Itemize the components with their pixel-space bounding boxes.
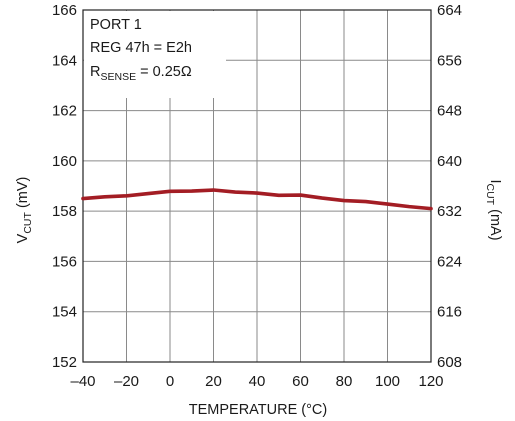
x-tick-label: 80 (336, 373, 353, 390)
x-tick-labels: –40 –20 0 20 40 60 80 100 120 (70, 373, 443, 390)
x-tick-label: –20 (114, 373, 139, 390)
x-tick-label: 60 (292, 373, 309, 390)
annotation-box: PORT 1 REG 47h = E2h RSENSE = 0.25Ω (84, 11, 226, 98)
y-right-tick-label: 608 (437, 354, 462, 371)
y-right-tick-label: 632 (437, 203, 462, 220)
annotation-background (84, 11, 226, 98)
y-left-tick-label: 156 (52, 253, 77, 270)
annotation-reg: REG 47h = E2h (90, 40, 192, 56)
y-right-tick-label: 664 (437, 2, 462, 19)
x-tick-label: –40 (70, 373, 95, 390)
annotation-rsense-main: R (90, 64, 100, 80)
y-left-tick-label: 158 (52, 203, 77, 220)
y-right-axis-title-sub: CUT (484, 184, 496, 206)
y-left-axis-title-sub: CUT (22, 212, 34, 234)
y-left-axis-title: VCUT (mV) (15, 177, 34, 244)
annotation-port: PORT 1 (90, 17, 142, 33)
y-right-axis-title-unit: (mA) (487, 205, 503, 240)
y-right-tick-label: 648 (437, 103, 462, 120)
annotation-rsense-rest: = 0.25Ω (136, 64, 192, 80)
y-right-tick-labels: 608 616 624 632 640 648 656 664 (437, 2, 462, 371)
y-left-axis-title-unit: (mV) (15, 177, 31, 212)
y-right-axis-title-main: I (487, 179, 503, 183)
y-right-tick-label: 640 (437, 153, 462, 170)
y-left-tick-label: 166 (52, 2, 77, 19)
y-left-tick-label: 152 (52, 354, 77, 371)
x-tick-label: 40 (249, 373, 266, 390)
y-left-tick-label: 154 (52, 304, 77, 321)
x-tick-label: 0 (166, 373, 174, 390)
y-left-tick-label: 160 (52, 153, 77, 170)
y-right-tick-label: 616 (437, 304, 462, 321)
y-left-tick-labels: 152 154 156 158 160 162 164 166 (52, 2, 77, 371)
y-right-axis-title: ICUT (mA) (484, 179, 503, 240)
y-right-tick-label: 624 (437, 253, 462, 270)
annotation-rsense-sub: SENSE (100, 71, 136, 83)
annotation-rsense: RSENSE = 0.25Ω (90, 64, 192, 83)
x-tick-label: 120 (418, 373, 443, 390)
y-right-tick-label: 656 (437, 52, 462, 69)
y-left-axis-title-main: V (15, 233, 31, 243)
x-tick-label: 20 (205, 373, 222, 390)
x-axis-title: TEMPERATURE (°C) (189, 402, 327, 418)
y-left-tick-label: 162 (52, 103, 77, 120)
plot-frame (82, 9, 432, 363)
series-line (81, 188, 433, 211)
y-left-tick-label: 164 (52, 52, 77, 69)
x-tick-label: 100 (375, 373, 400, 390)
